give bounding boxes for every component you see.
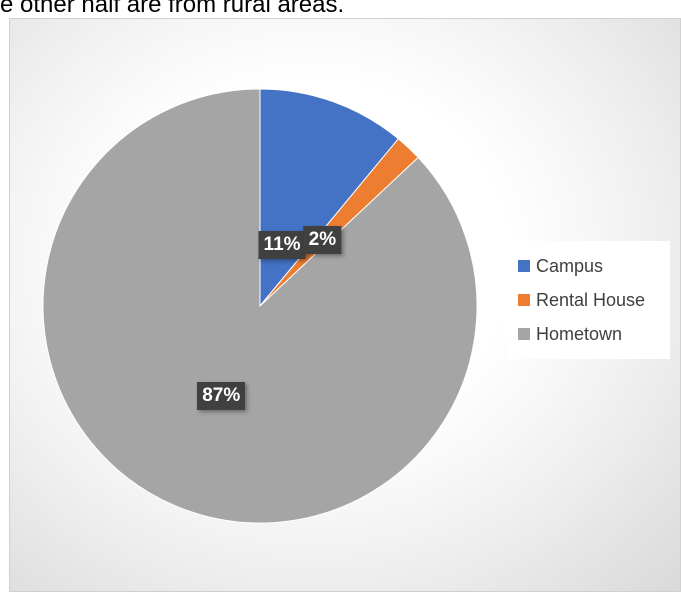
legend-item-rental-house: Rental House bbox=[506, 283, 670, 317]
legend-swatch-hometown bbox=[518, 328, 530, 340]
caption-text: e other half are from rural areas. bbox=[0, 0, 345, 18]
pie-slice-hometown bbox=[42, 88, 478, 524]
pie-chart bbox=[42, 88, 478, 524]
legend-item-hometown: Hometown bbox=[506, 317, 670, 351]
legend-label-rental-house: Rental House bbox=[536, 289, 646, 310]
legend-item-campus: Campus bbox=[506, 249, 670, 283]
chart-area: Campus Rental House Hometown 11% 2% 87% bbox=[9, 18, 681, 592]
legend: Campus Rental House Hometown bbox=[506, 241, 670, 359]
legend-swatch-campus bbox=[518, 260, 530, 272]
legend-swatch-rental-house bbox=[518, 294, 530, 306]
legend-label-campus: Campus bbox=[536, 255, 604, 276]
data-label-rental-house: 2% bbox=[303, 225, 342, 254]
data-label-hometown: 87% bbox=[197, 381, 246, 410]
data-label-campus: 11% bbox=[258, 230, 306, 259]
legend-label-hometown: Hometown bbox=[536, 323, 623, 344]
